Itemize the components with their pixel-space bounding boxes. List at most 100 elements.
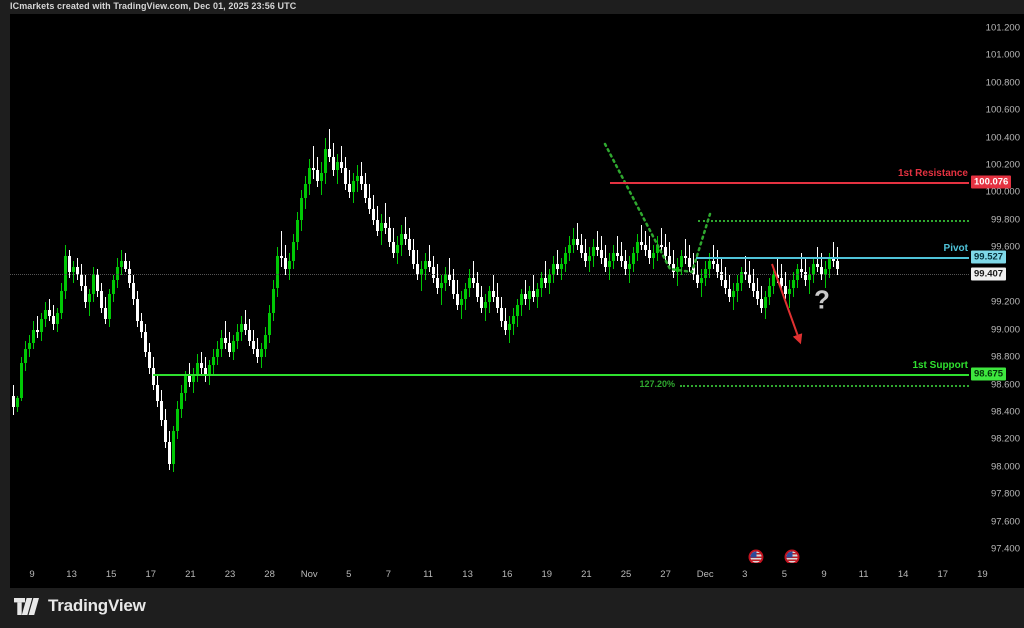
candle-body (360, 175, 363, 185)
us-flag-icon[interactable] (784, 549, 800, 563)
candle-body (700, 277, 703, 283)
candle-body (336, 162, 339, 171)
candle-body (544, 277, 547, 283)
tradingview-logo[interactable]: TradingView (14, 596, 146, 616)
candle-body (680, 255, 683, 267)
chart-plot-area[interactable]: 1st Resistance Pivot 1st Support 127.20% ? (10, 14, 969, 563)
candle-body (708, 261, 711, 270)
candle-body (244, 324, 247, 330)
candle-body (540, 277, 543, 289)
chart-footer: TradingView (0, 588, 1024, 628)
candle-body (836, 261, 839, 270)
candle-body (192, 373, 195, 382)
time-axis-label: 7 (385, 569, 392, 580)
candle-body (780, 277, 783, 286)
candle-body (124, 261, 127, 270)
candle-body (432, 266, 435, 278)
candle-wick (37, 315, 38, 338)
time-axis-label: 19 (541, 569, 553, 580)
candle-body (592, 247, 595, 256)
candle-body (732, 291, 735, 297)
candle-body (328, 148, 331, 157)
candle-body (160, 401, 163, 421)
price-axis[interactable] (969, 14, 1024, 563)
candle-body (28, 343, 31, 349)
candle-body (320, 173, 323, 182)
candle-body (760, 299, 763, 308)
candle-body (624, 261, 627, 270)
time-axis-label: 23 (224, 569, 236, 580)
time-axis[interactable]: 9 13 15 17 21 23 28 Nov 5 7 11 13 16 19 21 25 27 Dec 3 5 9 11… (10, 563, 1024, 588)
candle-body (280, 255, 283, 259)
candle-body (368, 197, 371, 209)
candle-wick (713, 244, 714, 270)
candle-body (344, 167, 347, 185)
candle-body (684, 255, 687, 259)
candle-body (548, 274, 551, 283)
resistance-line (610, 181, 969, 184)
candle-body (764, 296, 767, 308)
time-axis-label: 27 (660, 569, 671, 580)
time-axis-label: 17 (937, 569, 949, 580)
candle-body (480, 296, 483, 308)
candle-body (404, 233, 407, 240)
candle-body (448, 274, 451, 281)
candle-body (80, 274, 83, 286)
candle-body (508, 324, 511, 330)
candle-body (588, 255, 591, 262)
price-axis-label: 100.600 (985, 104, 1020, 116)
time-axis-label: 11 (423, 569, 433, 580)
candle-body (136, 299, 139, 322)
candle-body (128, 269, 131, 283)
attribution-text: ICmarkets created with TradingView.com, … (10, 1, 297, 11)
candle-body (560, 263, 563, 270)
candle-body (140, 321, 143, 333)
candle-wick (225, 321, 226, 349)
fib-dotted-line-127 (680, 384, 969, 387)
candle-body (504, 321, 507, 330)
candle-body (232, 340, 235, 352)
candle-body (148, 351, 151, 369)
fib-127-label: 127.20% (639, 378, 675, 389)
us-flag-icon[interactable] (748, 549, 764, 563)
candle-body (376, 219, 379, 231)
candle-body (208, 365, 211, 377)
time-axis-label: 9 (29, 569, 35, 580)
candle-body (672, 263, 675, 273)
candle-body (96, 274, 99, 292)
candle-wick (421, 261, 422, 292)
candle-body (284, 258, 287, 270)
candle-body (556, 263, 559, 270)
candle-body (484, 302, 487, 308)
candle-body (816, 263, 819, 267)
candle-body (608, 261, 611, 267)
candle-body (572, 239, 575, 245)
candle-wick (405, 217, 406, 245)
candle-body (40, 318, 43, 333)
chart-header: ICmarkets created with TradingView.com, … (0, 0, 1024, 14)
candle-body (652, 252, 655, 259)
candle-body (740, 272, 743, 283)
candle-wick (801, 252, 802, 278)
time-axis-label: Dec (696, 569, 714, 580)
support-label: 1st Support (912, 360, 968, 372)
candle-wick (585, 239, 586, 267)
candle-body (116, 266, 119, 281)
candle-body (276, 255, 279, 289)
current-price-line (10, 273, 969, 275)
candle-body (520, 293, 523, 305)
candle-body (428, 261, 431, 267)
time-axis-label: 11 (858, 569, 869, 580)
candle-body (392, 241, 395, 253)
time-axis-label: 21 (581, 569, 592, 580)
time-axis-label: 3 (742, 569, 748, 580)
candle-wick (733, 283, 734, 311)
candle-wick (505, 307, 506, 336)
candle-body (620, 255, 623, 262)
candle-body (668, 255, 671, 264)
candle-body (216, 348, 219, 358)
candle-body (372, 208, 375, 220)
candle-wick (817, 247, 818, 273)
time-axis-label: 5 (781, 569, 788, 580)
candle-body (696, 274, 699, 283)
